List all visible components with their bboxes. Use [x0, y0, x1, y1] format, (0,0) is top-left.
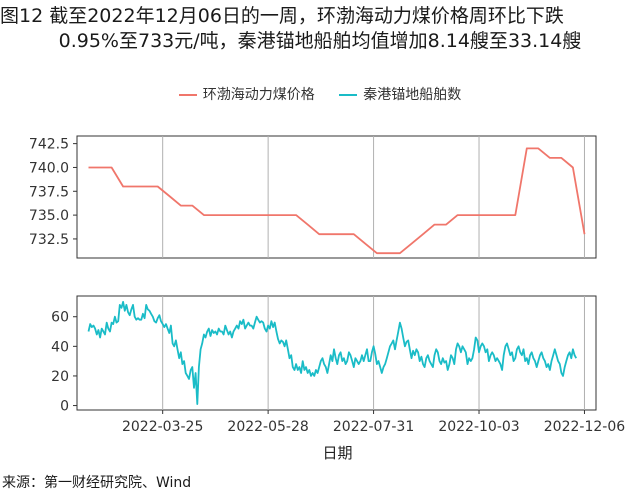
chart-title: 图12 截至2022年12月06日的一周，环渤海动力煤价格周环比下跌 0.95%… — [0, 4, 640, 54]
x-tick-label-0: 2022-03-25 — [122, 419, 203, 435]
y-tick-label-0-4: 732.5 — [29, 232, 69, 248]
x-axis: 2022-03-25 2022-05-28 2022-07-31 2022-10-03… — [122, 410, 625, 435]
x-tick-label-4: 2022-12-06 — [544, 419, 625, 435]
legend: 环渤海动力煤价格 秦港锚地船舶数 — [0, 84, 640, 104]
y-tick-label-0-2: 737.5 — [29, 184, 69, 200]
series-line-1-0 — [87, 300, 577, 406]
legend-item-ship-count: 秦港锚地船舶数 — [339, 84, 461, 104]
y-tick-label-0-3: 735.0 — [29, 208, 69, 224]
source-note: 来源：第一财经研究院、Wind — [2, 475, 192, 491]
bottom-panel: 60 40 20 0 — [51, 295, 597, 415]
legend-label-ship-count: 秦港锚地船舶数 — [363, 87, 462, 103]
x-tick-label-2: 2022-07-31 — [333, 419, 414, 435]
title-line-1: 图12 截至2022年12月06日的一周，环渤海动力煤价格周环比下跌 — [0, 5, 564, 27]
x-tick-label-1: 2022-05-28 — [227, 419, 308, 435]
top-panel: 742.5 740.0 737.5 735.0 732.5 — [29, 135, 597, 259]
panel-frame-0 — [76, 135, 597, 259]
x-tick-label-3: 2022-10-03 — [438, 419, 519, 435]
x-axis-label: 日期 — [322, 444, 353, 462]
legend-item-coal-price: 环渤海动力煤价格 — [178, 84, 315, 104]
legend-swatch-ship-count — [339, 94, 358, 96]
y-tick-label-0-1: 740.0 — [29, 160, 69, 176]
y-tick-label-1-2: 20 — [51, 369, 69, 385]
y-tick-label-0-0: 742.5 — [29, 137, 69, 153]
y-tick-label-1-3: 0 — [60, 399, 69, 415]
legend-label-coal-price: 环渤海动力煤价格 — [202, 87, 315, 103]
y-tick-label-1-1: 40 — [51, 339, 69, 355]
panel-frame-1 — [76, 295, 597, 411]
y-tick-label-1-0: 60 — [51, 310, 69, 326]
series-line-0-0 — [88, 147, 586, 255]
legend-swatch-coal-price — [178, 94, 197, 96]
title-line-2: 0.95%至733元/吨，秦港锚地船舶均值增加8.14艘至33.14艘 — [58, 30, 582, 52]
